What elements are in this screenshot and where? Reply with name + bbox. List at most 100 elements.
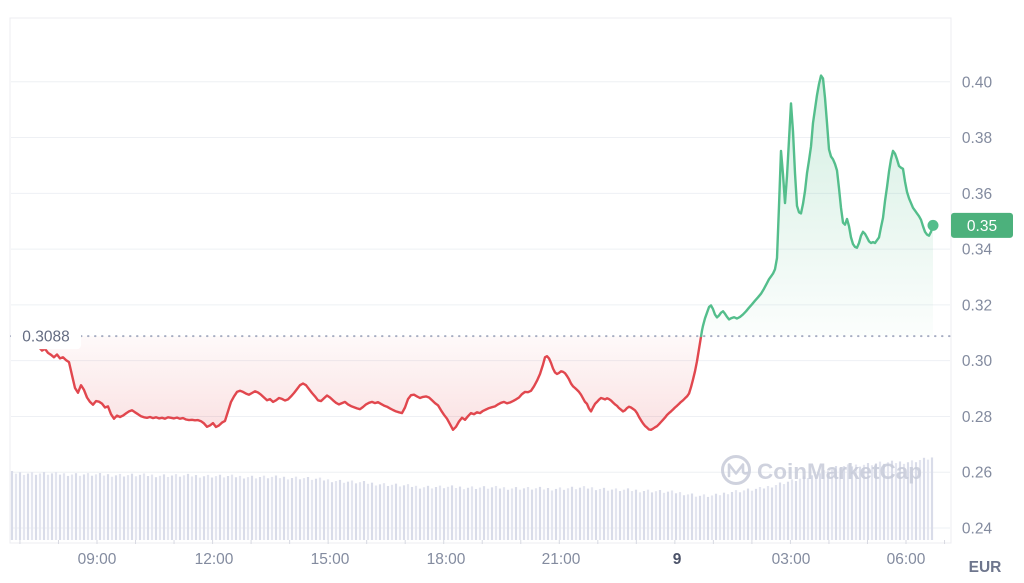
volume-bar: [434, 487, 438, 540]
current-price-badge-bg: [951, 212, 1013, 238]
volume-bar: [606, 490, 610, 540]
x-axis-labels: 09:00 12:00 15:00 18:00 21:00 9 03:00 06:00: [78, 551, 926, 568]
volume-bar: [222, 477, 226, 540]
volume-bar: [454, 487, 458, 540]
volume-bar: [510, 488, 514, 540]
volume-bar: [614, 488, 618, 540]
volume-bar: [122, 476, 126, 540]
y-tick-label: 0.34: [962, 242, 993, 259]
volume-bar: [842, 466, 846, 540]
volume-bar: [318, 477, 322, 540]
volume-bar: [766, 486, 770, 540]
volume-bar: [898, 461, 902, 540]
volume-bar: [174, 474, 178, 540]
volume-bar: [650, 492, 654, 540]
volume-bar: [566, 488, 570, 540]
volume-bar: [10, 471, 14, 540]
volume-bar: [106, 474, 110, 540]
volume-bar: [374, 485, 378, 540]
volume-bar: [506, 489, 510, 540]
volume-bar: [530, 489, 534, 540]
open-price-label: 0.3088: [11, 323, 81, 350]
volume-bar: [930, 457, 934, 540]
volume-bar: [66, 475, 70, 540]
volume-bar: [202, 476, 206, 540]
volume-bar: [554, 488, 558, 540]
volume-bar: [458, 486, 462, 540]
y-tick-label: 0.36: [962, 186, 992, 203]
volume-bar: [414, 485, 418, 540]
volume-bar: [902, 463, 906, 540]
volume-bar: [262, 475, 266, 540]
volume-bar: [882, 463, 886, 540]
volume-bar: [910, 460, 914, 540]
volume-bar: [774, 485, 778, 540]
volume-bar: [570, 486, 574, 540]
y-tick-label: 0.30: [962, 353, 993, 370]
volume-bar: [310, 479, 314, 540]
volume-bar: [726, 494, 730, 540]
volume-bar: [550, 490, 554, 540]
volume-bar: [838, 468, 842, 540]
volume-bar: [14, 473, 18, 540]
volume-bar: [674, 493, 678, 540]
volume-bar: [330, 482, 334, 540]
volume-bar: [206, 474, 210, 540]
volume-bar: [218, 474, 222, 540]
volume-bar: [542, 489, 546, 540]
y-axis-labels: 0.40 0.38 0.36 0.34 0.32 0.30 0.28 0.26 0.24: [962, 74, 993, 537]
y-tick-label: 0.32: [962, 297, 992, 314]
current-price-badge[interactable]: 0.35: [951, 212, 1013, 238]
volume-bar: [602, 487, 606, 540]
volume-bar: [334, 481, 338, 540]
volume-bar: [538, 486, 542, 540]
volume-bar: [170, 475, 174, 540]
volume-bar: [86, 473, 90, 540]
volume-bar: [186, 473, 190, 540]
volume-bar: [298, 479, 302, 540]
volume-bar: [130, 473, 134, 540]
up-area-fill: [701, 75, 933, 337]
price-lines: [31, 74, 935, 431]
volume-bar: [678, 492, 682, 540]
volume-bar: [558, 487, 562, 540]
volume-bar: [426, 485, 430, 540]
volume-bar: [710, 495, 714, 540]
volume-bar: [706, 496, 710, 540]
volume-bar: [234, 477, 238, 540]
x-axis-ticks: [19, 540, 946, 544]
volume-bar: [702, 494, 706, 540]
x-tick-label: 21:00: [542, 551, 581, 568]
volume-bar: [682, 495, 686, 540]
volume-bar: [438, 485, 442, 540]
x-tick-label: 15:00: [311, 551, 350, 568]
volume-bar: [62, 473, 66, 540]
x-tick-label: 06:00: [887, 551, 926, 568]
volume-bar: [762, 488, 766, 540]
y-tick-label: 0.24: [962, 521, 993, 538]
volume-bar: [598, 488, 602, 540]
volume-bar: [926, 459, 930, 540]
x-tick-label: 18:00: [427, 551, 466, 568]
volume-bar: [410, 486, 414, 540]
volume-bar: [246, 477, 250, 540]
volume-bar: [754, 488, 758, 540]
volume-bar: [102, 475, 106, 540]
volume-bar: [386, 485, 390, 540]
volume-bar: [694, 496, 698, 540]
volume-bar: [138, 474, 142, 540]
volume-bar: [918, 460, 922, 540]
volume-bar: [626, 488, 630, 540]
volume-bar: [214, 476, 218, 540]
volume-bar: [38, 473, 42, 540]
volume-bar: [866, 463, 870, 540]
volume-bar: [806, 477, 810, 540]
volume-bar: [622, 489, 626, 540]
volume-bar: [274, 475, 278, 540]
volume-bar: [450, 485, 454, 540]
volume-bar: [226, 476, 230, 540]
volume-bar: [18, 472, 22, 540]
x-tick-label: 09:00: [78, 551, 117, 568]
